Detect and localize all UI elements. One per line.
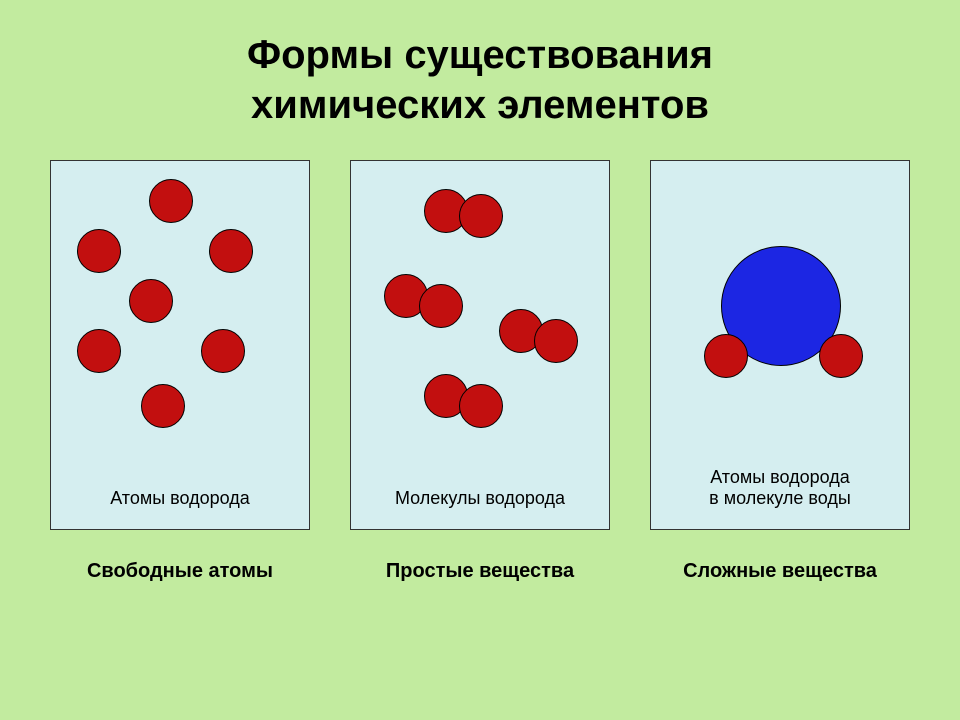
hydrogen-atom — [459, 384, 503, 428]
panel-free-atoms: Атомы водорода — [50, 160, 310, 530]
panel-caption-outer: Простые вещества — [386, 560, 574, 583]
hydrogen-atom — [77, 229, 121, 273]
panel-caption-outer: Сложные вещества — [683, 560, 877, 583]
page: Формы существования химических элементов… — [0, 0, 960, 720]
hydrogen-atom — [141, 384, 185, 428]
hydrogen-atom — [459, 194, 503, 238]
hydrogen-atom — [129, 279, 173, 323]
panel-col-simple-substance: Молекулы водорода Простые вещества — [350, 160, 610, 583]
panel-caption-inner: Атомы водорода — [51, 488, 309, 509]
hydrogen-atom — [149, 179, 193, 223]
hydrogen-atom — [209, 229, 253, 273]
panel-caption-inner: Молекулы водорода — [351, 488, 609, 509]
title-line1: Формы существования — [247, 33, 713, 77]
title-line2: химических элементов — [251, 83, 709, 127]
hydrogen-atom — [819, 334, 863, 378]
hydrogen-atom — [419, 284, 463, 328]
hydrogen-atom — [77, 329, 121, 373]
panel-col-free-atoms: Атомы водорода Свободные атомы — [50, 160, 310, 583]
panel-col-complex-substance: Атомы водорода в молекуле воды Сложные ве… — [650, 160, 910, 583]
hydrogen-atom — [534, 319, 578, 363]
page-title: Формы существования химических элементов — [0, 0, 960, 130]
hydrogen-atom — [201, 329, 245, 373]
hydrogen-atom — [704, 334, 748, 378]
panel-simple-substance: Молекулы водорода — [350, 160, 610, 530]
panel-complex-substance: Атомы водорода в молекуле воды — [650, 160, 910, 530]
panels-row: Атомы водорода Свободные атомы Молекулы во… — [0, 130, 960, 583]
panel-caption-inner: Атомы водорода в молекуле воды — [651, 467, 909, 509]
panel-caption-outer: Свободные атомы — [87, 560, 273, 583]
